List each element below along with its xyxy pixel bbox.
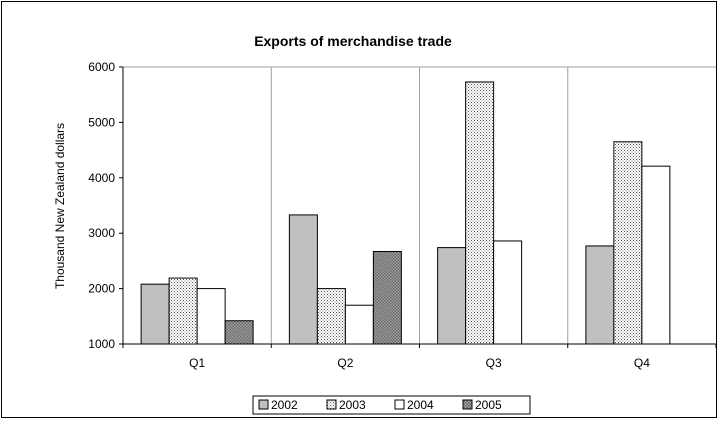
legend-label: 2002: [271, 398, 298, 412]
x-axis: Q1 Q2 Q3 Q4: [119, 343, 717, 370]
bar-2002-Q3: [437, 247, 467, 345]
x-tick-label: Q2: [337, 356, 353, 370]
legend-swatch: [326, 399, 337, 410]
bar-2002-Q2: [288, 214, 318, 345]
x-tick-label: Q4: [634, 356, 650, 370]
bar-2003-Q3: [465, 81, 495, 345]
legend-swatch: [462, 399, 473, 410]
bar-2002-Q4: [585, 245, 615, 345]
bar-2005-Q2: [372, 250, 402, 345]
y-axis-title: Thousand New Zealand dollars: [53, 123, 67, 289]
y-tick-label: 5000: [88, 115, 115, 129]
bar-2003-Q1: [168, 277, 198, 345]
y-axis: 1000 2000 3000 4000 5000 6000: [88, 60, 124, 351]
legend-swatch: [258, 399, 269, 410]
y-tick-label: 4000: [88, 171, 115, 185]
bar-2004-Q1: [196, 288, 226, 345]
chart-title: Exports of merchandise trade: [254, 33, 452, 49]
legend-label: 2004: [407, 398, 434, 412]
y-tick-label: 2000: [88, 282, 115, 296]
y-tick-label: 6000: [88, 60, 115, 74]
legend-label: 2003: [339, 398, 366, 412]
bar-2003-Q4: [613, 141, 643, 345]
x-tick-label: Q3: [486, 356, 502, 370]
legend-swatch: [394, 399, 405, 410]
y-tick-label: 3000: [88, 226, 115, 240]
legend-box: [252, 395, 531, 415]
bar-2005-Q1: [224, 320, 254, 345]
bar-2004-Q4: [641, 165, 671, 345]
bar-2003-Q2: [316, 288, 346, 345]
bar-2004-Q3: [493, 240, 523, 345]
bar-2002-Q1: [140, 283, 170, 345]
x-tick-label: Q1: [189, 356, 205, 370]
legend: 2002 2003 2004 2005: [252, 395, 531, 415]
y-tick-label: 1000: [88, 337, 115, 351]
plot-area: [123, 66, 716, 345]
legend-label: 2005: [475, 398, 502, 412]
bar-2004-Q2: [344, 304, 374, 345]
